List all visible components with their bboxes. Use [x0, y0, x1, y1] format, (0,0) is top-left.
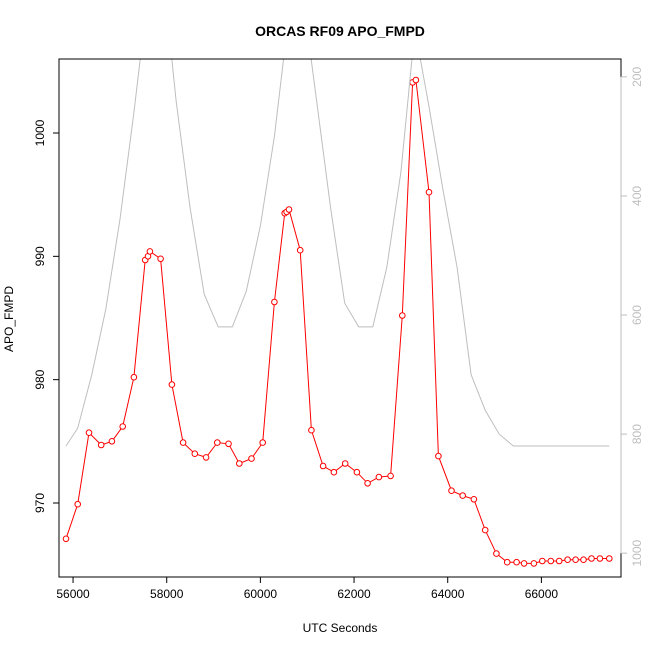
series-0-point: [108, 438, 116, 445]
series-0-point: [399, 312, 406, 319]
series-0-point: [214, 439, 221, 446]
x-axis: 56000 58000 60000 62000 64000 66000: [56, 576, 559, 601]
series-0-point: [520, 560, 528, 567]
series-0-point: [119, 423, 126, 430]
y2-tick-label: 800: [630, 424, 644, 444]
series-0-point: [319, 462, 327, 470]
series-0-point: [285, 206, 293, 213]
series-0-point: [130, 373, 138, 381]
series-0-point: [459, 492, 467, 499]
x-axis-label: UTC Seconds: [303, 621, 378, 635]
chart-title: ORCAS RF09 APO_FMPD: [255, 23, 425, 39]
y2-tick-label: 600: [630, 305, 644, 325]
y-tick-label: 990: [33, 246, 47, 266]
series-0-point: [248, 455, 255, 462]
series-0-point: [202, 454, 210, 461]
series-0-point: [435, 452, 442, 460]
series-0-point: [493, 550, 500, 557]
series-0-point: [513, 558, 520, 566]
series-0-point: [555, 557, 563, 565]
x-tick-label: 62000: [337, 587, 371, 601]
series-0-point: [481, 526, 489, 534]
series-0-point: [412, 76, 420, 84]
plot-frame: [58, 58, 622, 578]
x-tick-label: 64000: [431, 587, 465, 601]
series-0-point: [341, 460, 349, 467]
series-0-point: [530, 560, 538, 567]
series-0-point: [191, 450, 199, 458]
series-0-point: [572, 556, 579, 564]
x-tick-label: 60000: [244, 587, 278, 601]
series-0-point: [259, 439, 267, 446]
series-0-point: [353, 468, 361, 476]
series-0-point: [225, 440, 232, 448]
series-0-point: [470, 496, 478, 503]
y-axis-right: 200 400 600 800 1000: [620, 67, 644, 567]
series-0-point: [271, 298, 278, 306]
series-0-point: [448, 487, 455, 495]
plot-area: [62, 59, 613, 567]
series-0-point: [564, 556, 571, 564]
series-0-point: [85, 429, 93, 437]
y2-tick-label: 200: [630, 67, 644, 87]
series-0-point: [425, 188, 433, 196]
series-0-point: [62, 535, 70, 543]
series-0-point: [146, 248, 154, 255]
x-tick-label: 56000: [56, 587, 90, 601]
series-0-point: [236, 460, 243, 467]
series-0-point: [97, 441, 105, 449]
series-0-point: [503, 558, 511, 566]
series-0-point: [580, 556, 587, 564]
y-tick-label: 980: [33, 369, 47, 389]
series-0-point: [157, 255, 164, 263]
y2-tick-label: 400: [630, 186, 644, 206]
series-0-point: [179, 439, 187, 446]
series-1-line: [65, 59, 610, 447]
series-0-point: [296, 246, 304, 254]
y2-tick-label: 1000: [630, 540, 644, 567]
series-0-point: [539, 557, 546, 565]
series-0-point: [375, 473, 383, 481]
series-0-point: [606, 555, 613, 562]
y-axis-left: 970 980 990 1000: [33, 119, 60, 513]
series-0-point: [74, 500, 81, 508]
y-tick-label: 970: [33, 493, 47, 513]
series-0-point: [596, 555, 604, 562]
series-0-point: [387, 472, 394, 480]
series-0-point: [330, 468, 338, 476]
y-axis-label: APO_FMPD: [2, 286, 16, 352]
y-tick-label: 1000: [33, 119, 47, 146]
series-0-point: [364, 480, 371, 487]
series-0-line: [65, 79, 610, 564]
x-tick-label: 58000: [150, 587, 184, 601]
series-0-point: [308, 426, 315, 434]
series-0-point: [588, 555, 595, 562]
series-0-point: [547, 557, 555, 565]
series-0-point: [168, 381, 176, 388]
x-tick-label: 66000: [525, 587, 559, 601]
